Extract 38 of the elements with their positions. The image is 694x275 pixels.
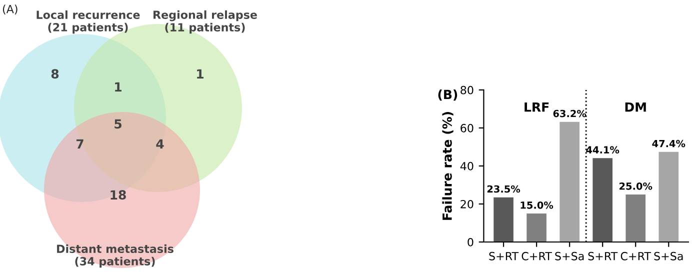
data-label: 15.0%: [520, 201, 554, 209]
data-label: 23.5%: [487, 185, 520, 193]
data-label: 44.1%: [586, 146, 620, 154]
data-label: 47.4%: [652, 140, 686, 148]
text: 18: [110, 190, 126, 200]
bar: [592, 158, 612, 242]
x-tick-label: C+RT: [620, 252, 652, 260]
bar: [658, 152, 679, 242]
text: 5: [114, 119, 122, 129]
text: (A): [2, 4, 18, 15]
data-label: 63.2%: [553, 110, 586, 118]
category-label: Distant metastasis (34 patients): [57, 244, 174, 268]
bar: [560, 122, 580, 242]
bar: [526, 213, 546, 242]
y-tick-label: 60: [460, 124, 474, 132]
x-tick-label: S+RT: [489, 252, 519, 260]
annotation: LRF: [524, 102, 549, 112]
x-tick-label: S+Sa: [654, 252, 683, 260]
bar: [626, 194, 646, 242]
x-tick-label: S+RT: [588, 252, 618, 260]
y-tick-label: 40: [460, 162, 474, 170]
text: 1: [115, 82, 122, 92]
y-tick-label: 0: [468, 238, 474, 246]
chart-title: (B): [438, 90, 458, 101]
x-tick-label: S+Sa: [555, 252, 584, 260]
y-axis-title: Failure rate (%): [442, 112, 454, 220]
text: 4: [156, 139, 164, 148]
bar: [494, 197, 514, 242]
category-label: Local recurrence (21 patients): [36, 10, 140, 34]
annotation: DM: [625, 102, 646, 112]
data-label: 25.0%: [620, 182, 652, 190]
text: 1: [197, 69, 204, 78]
category-label: Regional relapse (11 patients): [154, 10, 257, 34]
text: 8: [51, 69, 59, 79]
y-tick-label: 80: [460, 86, 474, 94]
y-tick-label: 20: [460, 200, 474, 208]
x-tick-label: C+RT: [522, 252, 552, 260]
text: 7: [76, 139, 84, 148]
